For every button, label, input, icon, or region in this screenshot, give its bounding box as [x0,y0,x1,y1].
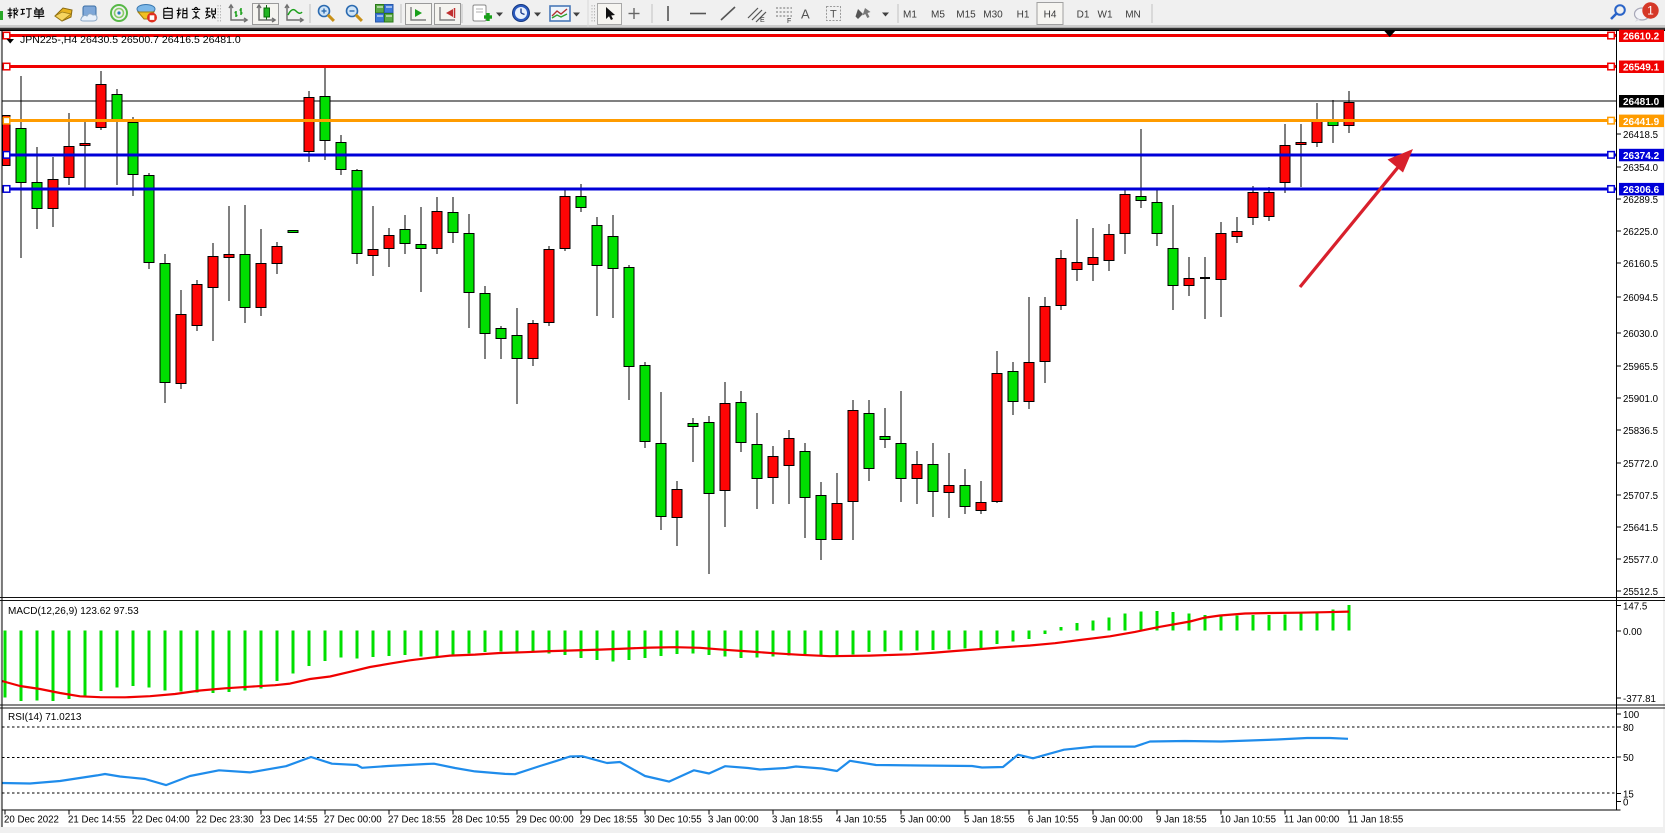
svg-text:RSI(14) 71.0213: RSI(14) 71.0213 [8,712,82,723]
svg-text:20 Dec 2022: 20 Dec 2022 [4,815,59,826]
svg-text:6 Jan 10:55: 6 Jan 10:55 [1028,815,1079,826]
svg-text:MACD(12,26,9) 123.62 97.53: MACD(12,26,9) 123.62 97.53 [8,606,139,617]
svg-text:M1: M1 [903,10,917,21]
svg-text:5 Jan 18:55: 5 Jan 18:55 [964,815,1015,826]
svg-text:26225.0: 26225.0 [1623,227,1659,238]
svg-text:26418.5: 26418.5 [1623,130,1658,141]
svg-text:25965.5: 25965.5 [1623,362,1658,373]
svg-text:4 Jan 10:55: 4 Jan 10:55 [836,815,887,826]
svg-text:-377.81: -377.81 [1623,694,1656,705]
svg-text:25641.5: 25641.5 [1623,523,1658,534]
svg-text:25772.0: 25772.0 [1623,459,1659,470]
svg-text:3 Jan 18:55: 3 Jan 18:55 [772,815,823,826]
svg-text:26549.1: 26549.1 [1623,63,1660,74]
svg-text:22 Dec 04:00: 22 Dec 04:00 [132,815,190,826]
svg-text:MN: MN [1125,10,1141,21]
svg-text:27 Dec 00:00: 27 Dec 00:00 [324,815,382,826]
svg-text:M5: M5 [931,10,945,21]
svg-text:11 Jan 00:00: 11 Jan 00:00 [1284,815,1340,826]
svg-text:147.5: 147.5 [1623,602,1647,613]
svg-text:F: F [787,18,791,25]
svg-text:26030.0: 26030.0 [1623,329,1659,340]
svg-text:JPN225-,H4 26430.5 26500.7 26: JPN225-,H4 26430.5 26500.7 26416.5 26481… [20,34,241,46]
svg-text:25707.5: 25707.5 [1623,491,1658,502]
svg-text:D1: D1 [1077,10,1090,21]
svg-text:T: T [830,9,837,21]
svg-text:25512.5: 25512.5 [1623,587,1658,598]
svg-text:25901.0: 25901.0 [1623,394,1659,405]
svg-text:9 Jan 00:00: 9 Jan 00:00 [1092,815,1143,826]
svg-text:28 Dec 10:55: 28 Dec 10:55 [452,815,510,826]
svg-text:E: E [760,17,765,24]
svg-text:26160.5: 26160.5 [1623,259,1658,270]
svg-text:26306.6: 26306.6 [1623,185,1660,196]
svg-text:26354.0: 26354.0 [1623,163,1659,174]
svg-text:29 Dec 18:55: 29 Dec 18:55 [580,815,638,826]
svg-text:W1: W1 [1098,10,1113,21]
svg-text:H1: H1 [1017,10,1030,21]
svg-text:26374.2: 26374.2 [1623,151,1660,162]
svg-text:3 Jan 00:00: 3 Jan 00:00 [708,815,759,826]
svg-text:26289.5: 26289.5 [1623,195,1658,206]
svg-text:M15: M15 [956,10,976,21]
svg-text:H4: H4 [1044,10,1057,21]
svg-text:26094.5: 26094.5 [1623,293,1658,304]
svg-text:15: 15 [1623,790,1634,801]
svg-text:80: 80 [1623,723,1634,734]
svg-text:5 Jan 00:00: 5 Jan 00:00 [900,815,951,826]
svg-text:0: 0 [1623,798,1629,809]
svg-text:25836.5: 25836.5 [1623,426,1658,437]
svg-text:10 Jan 10:55: 10 Jan 10:55 [1220,815,1276,826]
svg-text:26441.9: 26441.9 [1623,117,1660,128]
svg-text:22 Dec 23:30: 22 Dec 23:30 [196,815,254,826]
svg-text:1: 1 [1647,4,1654,18]
svg-text:25577.0: 25577.0 [1623,555,1659,566]
svg-text:100: 100 [1623,710,1640,721]
svg-text:26610.2: 26610.2 [1623,32,1660,43]
svg-text:30 Dec 10:55: 30 Dec 10:55 [644,815,702,826]
svg-text:26481.0: 26481.0 [1623,97,1660,108]
svg-text:0.00: 0.00 [1623,627,1642,638]
svg-text:9 Jan 18:55: 9 Jan 18:55 [1156,815,1207,826]
svg-text:21 Dec 14:55: 21 Dec 14:55 [68,815,126,826]
svg-text:23 Dec 14:55: 23 Dec 14:55 [260,815,318,826]
svg-text:11 Jan 18:55: 11 Jan 18:55 [1348,815,1403,826]
svg-text:M30: M30 [983,10,1003,21]
svg-text:27 Dec 18:55: 27 Dec 18:55 [388,815,446,826]
svg-text:50: 50 [1623,753,1634,764]
svg-text:A: A [801,7,810,22]
svg-text:29 Dec 00:00: 29 Dec 00:00 [516,815,574,826]
